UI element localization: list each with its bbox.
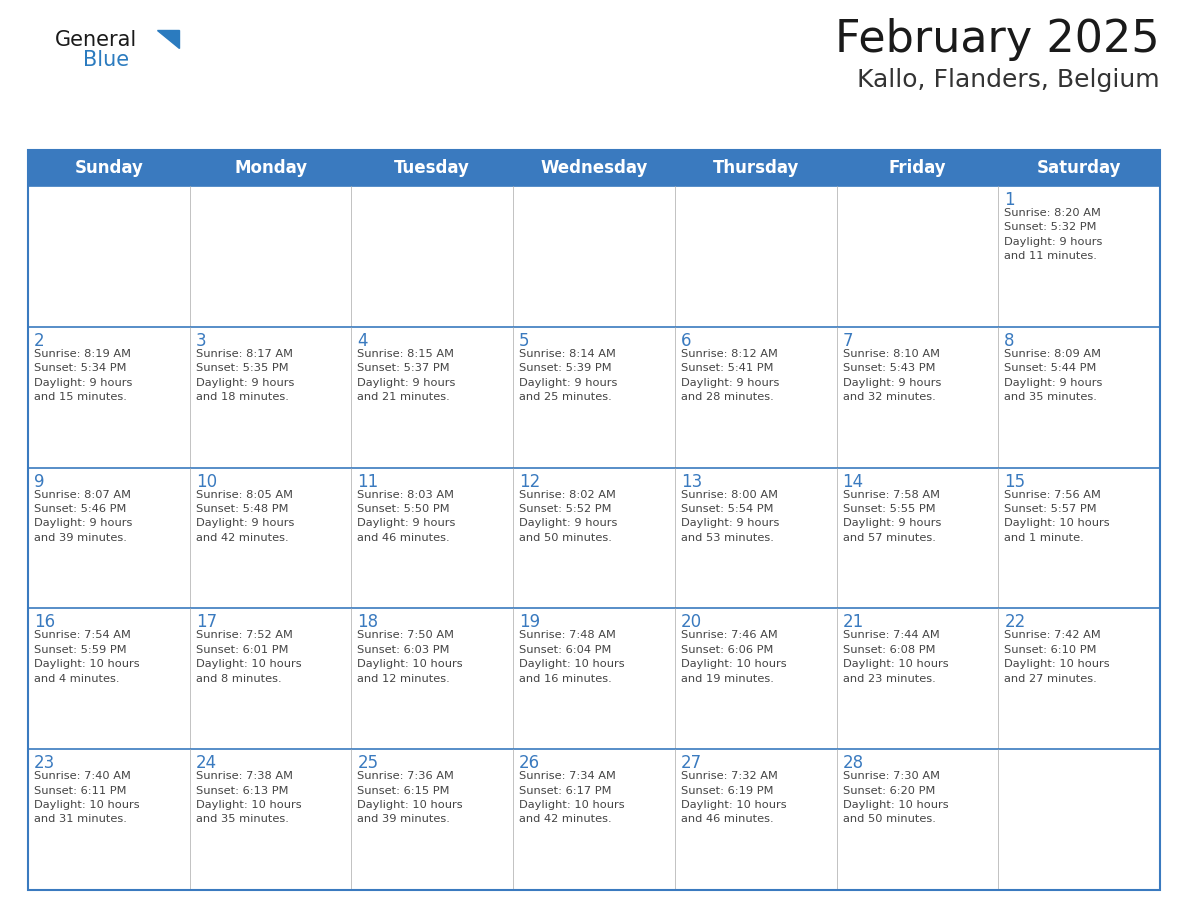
- Bar: [29, 150, 1159, 890]
- Text: Sunrise: 7:42 AM
Sunset: 6:10 PM
Daylight: 10 hours
and 27 minutes.: Sunrise: 7:42 AM Sunset: 6:10 PM Dayligh…: [1004, 631, 1110, 684]
- Text: Sunrise: 7:44 AM
Sunset: 6:08 PM
Daylight: 10 hours
and 23 minutes.: Sunrise: 7:44 AM Sunset: 6:08 PM Dayligh…: [842, 631, 948, 684]
- Text: Sunrise: 7:36 AM
Sunset: 6:15 PM
Daylight: 10 hours
and 39 minutes.: Sunrise: 7:36 AM Sunset: 6:15 PM Dayligh…: [358, 771, 463, 824]
- Text: Sunrise: 8:03 AM
Sunset: 5:50 PM
Daylight: 9 hours
and 46 minutes.: Sunrise: 8:03 AM Sunset: 5:50 PM Dayligh…: [358, 489, 456, 543]
- Text: Sunrise: 7:56 AM
Sunset: 5:57 PM
Daylight: 10 hours
and 1 minute.: Sunrise: 7:56 AM Sunset: 5:57 PM Dayligh…: [1004, 489, 1110, 543]
- Bar: [29, 327, 1159, 467]
- Text: 9: 9: [34, 473, 44, 490]
- Text: Tuesday: Tuesday: [394, 159, 470, 177]
- Text: Sunrise: 8:07 AM
Sunset: 5:46 PM
Daylight: 9 hours
and 39 minutes.: Sunrise: 8:07 AM Sunset: 5:46 PM Dayligh…: [34, 489, 132, 543]
- Text: Sunrise: 7:58 AM
Sunset: 5:55 PM
Daylight: 9 hours
and 57 minutes.: Sunrise: 7:58 AM Sunset: 5:55 PM Dayligh…: [842, 489, 941, 543]
- Text: Sunrise: 8:05 AM
Sunset: 5:48 PM
Daylight: 9 hours
and 42 minutes.: Sunrise: 8:05 AM Sunset: 5:48 PM Dayligh…: [196, 489, 295, 543]
- Text: Sunrise: 7:32 AM
Sunset: 6:19 PM
Daylight: 10 hours
and 46 minutes.: Sunrise: 7:32 AM Sunset: 6:19 PM Dayligh…: [681, 771, 786, 824]
- Bar: [29, 186, 1159, 327]
- Text: 3: 3: [196, 331, 207, 350]
- Text: Sunrise: 8:09 AM
Sunset: 5:44 PM
Daylight: 9 hours
and 35 minutes.: Sunrise: 8:09 AM Sunset: 5:44 PM Dayligh…: [1004, 349, 1102, 402]
- Text: 7: 7: [842, 331, 853, 350]
- Text: 1: 1: [1004, 191, 1015, 209]
- Text: Sunrise: 7:30 AM
Sunset: 6:20 PM
Daylight: 10 hours
and 50 minutes.: Sunrise: 7:30 AM Sunset: 6:20 PM Dayligh…: [842, 771, 948, 824]
- Text: Sunrise: 8:00 AM
Sunset: 5:54 PM
Daylight: 9 hours
and 53 minutes.: Sunrise: 8:00 AM Sunset: 5:54 PM Dayligh…: [681, 489, 779, 543]
- Text: 12: 12: [519, 473, 541, 490]
- Text: 21: 21: [842, 613, 864, 632]
- Bar: [29, 609, 1159, 749]
- Text: 10: 10: [196, 473, 217, 490]
- Text: Sunrise: 7:46 AM
Sunset: 6:06 PM
Daylight: 10 hours
and 19 minutes.: Sunrise: 7:46 AM Sunset: 6:06 PM Dayligh…: [681, 631, 786, 684]
- Text: Sunrise: 8:12 AM
Sunset: 5:41 PM
Daylight: 9 hours
and 28 minutes.: Sunrise: 8:12 AM Sunset: 5:41 PM Dayligh…: [681, 349, 779, 402]
- Text: Sunday: Sunday: [75, 159, 144, 177]
- Text: Kallo, Flanders, Belgium: Kallo, Flanders, Belgium: [858, 68, 1159, 92]
- Text: 26: 26: [519, 755, 541, 772]
- Text: 25: 25: [358, 755, 379, 772]
- Text: 27: 27: [681, 755, 702, 772]
- Text: 8: 8: [1004, 331, 1015, 350]
- Text: Blue: Blue: [83, 50, 129, 70]
- Text: Sunrise: 7:54 AM
Sunset: 5:59 PM
Daylight: 10 hours
and 4 minutes.: Sunrise: 7:54 AM Sunset: 5:59 PM Dayligh…: [34, 631, 140, 684]
- Text: Sunrise: 8:14 AM
Sunset: 5:39 PM
Daylight: 9 hours
and 25 minutes.: Sunrise: 8:14 AM Sunset: 5:39 PM Dayligh…: [519, 349, 618, 402]
- Polygon shape: [157, 30, 179, 48]
- Text: 18: 18: [358, 613, 379, 632]
- Text: Saturday: Saturday: [1037, 159, 1121, 177]
- Text: 22: 22: [1004, 613, 1025, 632]
- Text: 6: 6: [681, 331, 691, 350]
- Text: Sunrise: 7:50 AM
Sunset: 6:03 PM
Daylight: 10 hours
and 12 minutes.: Sunrise: 7:50 AM Sunset: 6:03 PM Dayligh…: [358, 631, 463, 684]
- Text: Sunrise: 7:38 AM
Sunset: 6:13 PM
Daylight: 10 hours
and 35 minutes.: Sunrise: 7:38 AM Sunset: 6:13 PM Dayligh…: [196, 771, 302, 824]
- Text: Sunrise: 7:48 AM
Sunset: 6:04 PM
Daylight: 10 hours
and 16 minutes.: Sunrise: 7:48 AM Sunset: 6:04 PM Dayligh…: [519, 631, 625, 684]
- Text: Sunrise: 8:20 AM
Sunset: 5:32 PM
Daylight: 9 hours
and 11 minutes.: Sunrise: 8:20 AM Sunset: 5:32 PM Dayligh…: [1004, 208, 1102, 262]
- Text: Thursday: Thursday: [713, 159, 798, 177]
- Text: Sunrise: 8:10 AM
Sunset: 5:43 PM
Daylight: 9 hours
and 32 minutes.: Sunrise: 8:10 AM Sunset: 5:43 PM Dayligh…: [842, 349, 941, 402]
- Text: 17: 17: [196, 613, 217, 632]
- Text: Friday: Friday: [889, 159, 946, 177]
- Text: Sunrise: 7:34 AM
Sunset: 6:17 PM
Daylight: 10 hours
and 42 minutes.: Sunrise: 7:34 AM Sunset: 6:17 PM Dayligh…: [519, 771, 625, 824]
- Text: Sunrise: 7:52 AM
Sunset: 6:01 PM
Daylight: 10 hours
and 8 minutes.: Sunrise: 7:52 AM Sunset: 6:01 PM Dayligh…: [196, 631, 302, 684]
- Text: 16: 16: [34, 613, 55, 632]
- Text: 24: 24: [196, 755, 217, 772]
- Bar: [29, 467, 1159, 609]
- Text: Monday: Monday: [234, 159, 308, 177]
- Text: 15: 15: [1004, 473, 1025, 490]
- Text: 13: 13: [681, 473, 702, 490]
- Text: 5: 5: [519, 331, 530, 350]
- Text: Sunrise: 8:17 AM
Sunset: 5:35 PM
Daylight: 9 hours
and 18 minutes.: Sunrise: 8:17 AM Sunset: 5:35 PM Dayligh…: [196, 349, 295, 402]
- Text: 14: 14: [842, 473, 864, 490]
- Text: 23: 23: [34, 755, 56, 772]
- Text: Sunrise: 8:15 AM
Sunset: 5:37 PM
Daylight: 9 hours
and 21 minutes.: Sunrise: 8:15 AM Sunset: 5:37 PM Dayligh…: [358, 349, 456, 402]
- Text: 19: 19: [519, 613, 541, 632]
- Text: Sunrise: 7:40 AM
Sunset: 6:11 PM
Daylight: 10 hours
and 31 minutes.: Sunrise: 7:40 AM Sunset: 6:11 PM Dayligh…: [34, 771, 140, 824]
- Text: February 2025: February 2025: [835, 18, 1159, 61]
- Text: 2: 2: [34, 331, 45, 350]
- Bar: [29, 150, 1159, 186]
- Text: Wednesday: Wednesday: [541, 159, 647, 177]
- Text: 28: 28: [842, 755, 864, 772]
- Bar: [29, 749, 1159, 890]
- Text: Sunrise: 8:19 AM
Sunset: 5:34 PM
Daylight: 9 hours
and 15 minutes.: Sunrise: 8:19 AM Sunset: 5:34 PM Dayligh…: [34, 349, 132, 402]
- Text: 11: 11: [358, 473, 379, 490]
- Text: General: General: [55, 30, 138, 50]
- Text: Sunrise: 8:02 AM
Sunset: 5:52 PM
Daylight: 9 hours
and 50 minutes.: Sunrise: 8:02 AM Sunset: 5:52 PM Dayligh…: [519, 489, 618, 543]
- Text: 4: 4: [358, 331, 368, 350]
- Text: 20: 20: [681, 613, 702, 632]
